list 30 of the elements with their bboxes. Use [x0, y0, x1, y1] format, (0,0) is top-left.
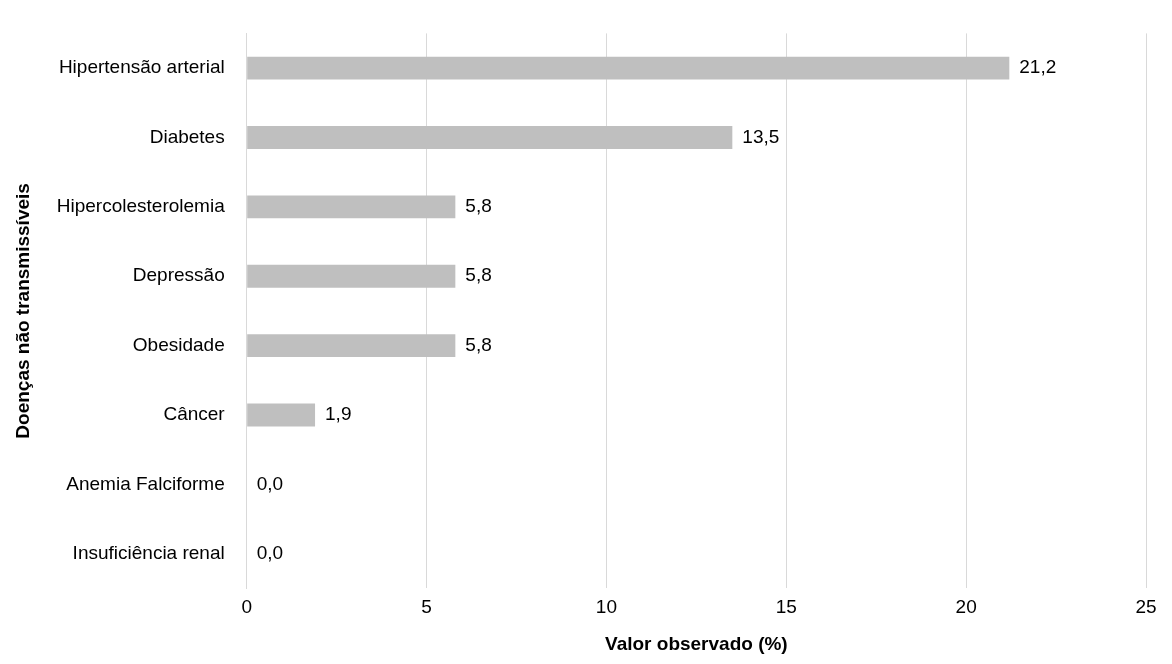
data-label: 5,8	[465, 264, 492, 286]
bar	[247, 264, 456, 288]
y-tick-label: Hipertensão arterial	[58, 56, 225, 78]
bar	[247, 56, 1010, 80]
data-label: 5,8	[465, 333, 492, 355]
data-label: 5,8	[465, 195, 492, 217]
bar	[247, 126, 733, 149]
x-tick-label: 10	[595, 596, 617, 618]
bar	[247, 334, 456, 358]
y-tick-label: Insuficiência renal	[72, 541, 225, 563]
x-axis-title: Valor observado (%)	[605, 632, 788, 654]
y-tick-label: Câncer	[163, 403, 226, 425]
y-axis-title: Doenças não transmissíveis	[11, 183, 33, 439]
x-tick-label: 25	[1135, 596, 1157, 618]
data-label: 13,5	[742, 125, 780, 147]
x-tick-label: 5	[421, 596, 432, 618]
y-tick-label: Diabetes	[149, 125, 225, 147]
data-label: 1,9	[325, 403, 352, 425]
x-tick-label: 0	[241, 596, 252, 618]
bar	[247, 195, 456, 219]
x-tick-label: 15	[775, 596, 797, 618]
data-label: 21,2	[1019, 56, 1057, 78]
y-tick-label: Obesidade	[132, 333, 225, 355]
bar	[247, 403, 316, 427]
y-tick-label: Anemia Falciforme	[66, 472, 225, 494]
data-label: 0,0	[256, 472, 284, 494]
x-tick-label: 20	[955, 596, 977, 618]
y-tick-label: Depressão	[132, 264, 225, 286]
data-label: 0,0	[256, 541, 284, 563]
y-tick-label: Hipercolesterolemia	[56, 195, 226, 217]
